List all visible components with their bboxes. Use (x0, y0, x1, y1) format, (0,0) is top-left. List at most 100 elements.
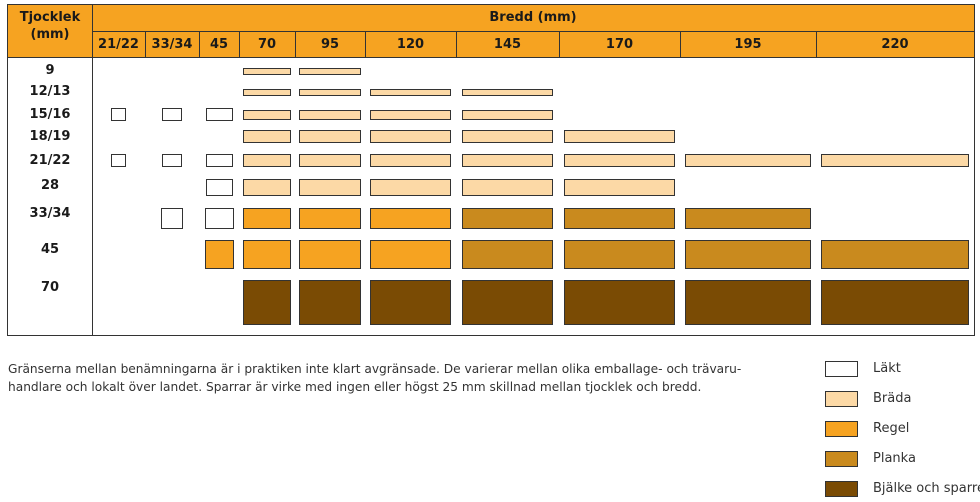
legend-swatch (825, 391, 858, 407)
footnote-line-2: handlare och lokalt över landet. Sparrar… (8, 380, 702, 394)
cell-regel (205, 240, 234, 269)
cell-brada (564, 179, 675, 196)
cell-lakt (162, 154, 182, 167)
cell-lakt (161, 208, 183, 229)
cell-bjalke (243, 280, 291, 325)
cell-brada (462, 130, 553, 143)
cell-bjalke (564, 280, 675, 325)
width-column-header-21-22: 21/22 (98, 37, 139, 52)
thickness-header-cell (8, 5, 92, 57)
width-column-header-170: 170 (605, 37, 634, 52)
cell-bjalke (299, 280, 361, 325)
cell-brada (564, 130, 675, 143)
thickness-row-label-28: 28 (40, 178, 60, 193)
width-column-header-195: 195 (734, 37, 762, 52)
cell-lakt (205, 208, 234, 229)
legend-swatch (825, 481, 858, 497)
width-column-header-95: 95 (320, 37, 340, 52)
dimension-table (7, 4, 975, 336)
thickness-row-label-70: 70 (40, 280, 60, 295)
cell-lakt (206, 179, 233, 196)
cell-brada (370, 89, 451, 96)
cell-regel (370, 240, 451, 269)
width-column-divider (559, 31, 560, 57)
cell-lakt (206, 108, 233, 121)
thickness-row-label-15-16: 15/16 (29, 107, 71, 122)
cell-brada (243, 89, 291, 96)
width-column-divider (199, 31, 200, 57)
footnote-line-1: Gränserna mellan benämningarna är i prak… (8, 362, 742, 376)
cell-planka (685, 208, 811, 229)
legend-label: Läkt (873, 361, 901, 376)
cell-planka (462, 240, 553, 269)
cell-brada (243, 179, 291, 196)
cell-brada (462, 110, 553, 120)
width-column-header-145: 145 (493, 37, 522, 52)
width-column-header-45: 45 (209, 37, 229, 52)
cell-lakt (111, 108, 126, 121)
width-column-divider (239, 31, 240, 57)
cell-bjalke (370, 280, 451, 325)
cell-brada (370, 110, 451, 120)
legend-swatch (825, 421, 858, 437)
cell-bjalke (462, 280, 553, 325)
width-header-label: Bredd (mm) (489, 10, 577, 25)
cell-brada (462, 179, 553, 196)
cell-regel (299, 240, 361, 269)
cell-lakt (206, 154, 233, 167)
cell-brada (299, 89, 361, 96)
cell-regel (243, 208, 291, 229)
thickness-row-label-9: 9 (45, 63, 55, 78)
cell-planka (821, 240, 969, 269)
legend-label: Bjälke och sparre (873, 481, 980, 496)
cell-brada (243, 130, 291, 143)
cell-brada (299, 110, 361, 120)
cell-planka (564, 240, 675, 269)
width-column-divider (680, 31, 681, 57)
width-header-divider (92, 31, 974, 32)
width-column-header-33-34: 33/34 (151, 37, 193, 52)
cell-brada (299, 179, 361, 196)
cell-planka (564, 208, 675, 229)
legend-label: Bräda (873, 391, 912, 406)
width-column-header-220: 220 (881, 37, 909, 52)
cell-bjalke (821, 280, 969, 325)
thickness-row-label-18-19: 18/19 (29, 129, 71, 144)
legend-label: Regel (873, 421, 910, 436)
cell-brada (243, 110, 291, 120)
width-column-divider (295, 31, 296, 57)
thickness-row-label-33-34: 33/34 (29, 206, 71, 221)
width-header-cell (92, 5, 974, 31)
cell-brada (462, 89, 553, 96)
cell-brada (299, 130, 361, 143)
legend-swatch (825, 451, 858, 467)
thickness-row-label-12-13: 12/13 (29, 84, 71, 99)
width-column-header-120: 120 (396, 37, 425, 52)
thickness-row-label-45: 45 (40, 242, 60, 257)
cell-regel (243, 240, 291, 269)
cell-brada (370, 154, 451, 167)
thickness-column-divider (92, 5, 93, 335)
width-column-divider (456, 31, 457, 57)
cell-brada (299, 68, 361, 75)
width-column-header-70: 70 (257, 37, 277, 52)
cell-brada (821, 154, 969, 167)
cell-lakt (111, 154, 126, 167)
cell-brada (243, 154, 291, 167)
cell-brada (462, 154, 553, 167)
cell-brada (685, 154, 811, 167)
cell-regel (370, 208, 451, 229)
cell-brada (299, 154, 361, 167)
cell-lakt (162, 108, 182, 121)
legend-swatch (825, 361, 858, 377)
cell-regel (299, 208, 361, 229)
thickness-row-label-21-22: 21/22 (29, 153, 71, 168)
cell-brada (370, 130, 451, 143)
width-column-divider (816, 31, 817, 57)
footnote: Gränserna mellan benämningarna är i prak… (8, 360, 788, 396)
cell-brada (564, 154, 675, 167)
cell-planka (685, 240, 811, 269)
header-bottom-divider (8, 57, 974, 58)
legend-label: Planka (873, 451, 916, 466)
width-column-divider (145, 31, 146, 57)
